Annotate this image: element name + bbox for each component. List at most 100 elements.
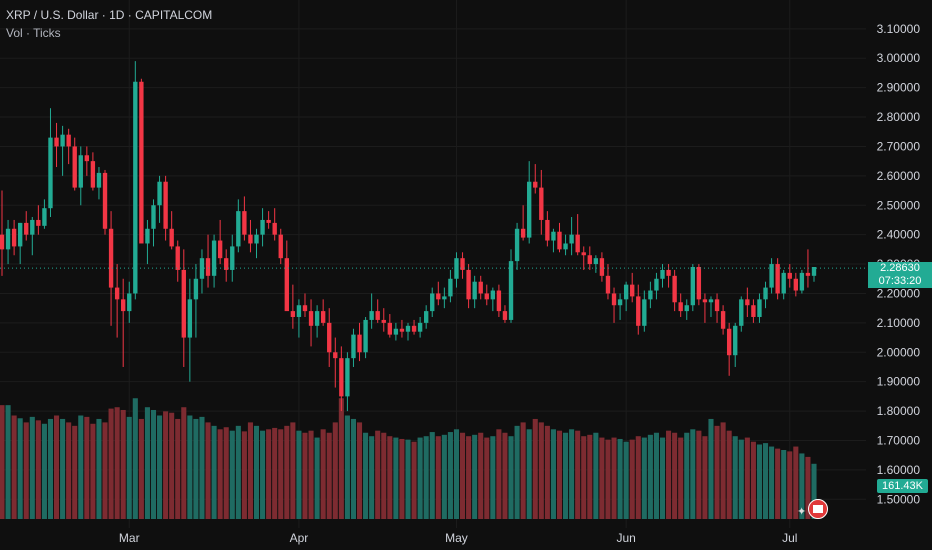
volume-bar — [538, 422, 544, 519]
volume-bar — [641, 437, 647, 519]
volume-bar — [338, 398, 344, 519]
symbol-title[interactable]: XRP / U.S. Dollar · 1D · CAPITALCOM — [6, 8, 213, 22]
y-axis-tick-label: 1.70000 — [877, 433, 921, 447]
y-axis-tick-label: 1.80000 — [877, 404, 921, 418]
candle-body — [224, 258, 229, 270]
candle-body — [175, 246, 180, 270]
volume-bar — [5, 405, 11, 519]
volume-bar — [199, 416, 205, 519]
volume-bar — [278, 429, 284, 519]
volume-bar — [114, 407, 120, 519]
candle-body — [72, 146, 77, 188]
volume-bar — [17, 418, 23, 519]
volume-bar — [659, 437, 666, 519]
volume-bar — [405, 439, 411, 519]
volume-indicator-label[interactable]: Vol · Ticks — [6, 26, 61, 40]
volume-bar — [411, 441, 417, 519]
volume-bar — [157, 415, 163, 519]
candle-body — [66, 134, 71, 147]
volume-bar — [744, 437, 750, 519]
y-axis-tick-label: 2.80000 — [877, 110, 921, 124]
volume-bar — [490, 436, 496, 519]
volume-bar — [647, 434, 653, 519]
volume-bar — [550, 429, 556, 519]
volume-bar — [187, 415, 193, 519]
volume-bar — [514, 425, 520, 519]
candle-body — [284, 258, 289, 312]
volume-bar — [556, 430, 563, 519]
candle-body — [0, 234, 5, 250]
candle-body — [648, 290, 653, 300]
candle-body — [757, 299, 762, 317]
candle-body — [387, 322, 393, 335]
candle-body — [417, 322, 423, 332]
candle-body — [448, 278, 453, 297]
volume-bar — [84, 416, 90, 519]
x-axis-tick-label: Jun — [616, 531, 635, 545]
candle-body — [593, 258, 599, 265]
volume-bar — [0, 405, 5, 519]
volume-bar — [120, 409, 126, 519]
candle-body — [672, 275, 677, 303]
candle-body — [254, 234, 259, 244]
candle-body — [236, 211, 241, 247]
y-axis-tick-label: 3.00000 — [877, 51, 921, 65]
us-flag-icon[interactable] — [808, 499, 828, 519]
volume-bar — [732, 436, 738, 519]
candle-body — [472, 281, 477, 300]
candle-body — [642, 299, 647, 326]
volume-bar — [526, 429, 532, 519]
volume-bar — [144, 407, 150, 519]
volume-bar — [356, 422, 363, 519]
candle-body — [502, 311, 508, 320]
candle-body — [539, 187, 544, 220]
volume-bar — [581, 436, 587, 519]
candle-body — [30, 219, 35, 235]
volume-bar — [90, 423, 96, 519]
volume-bar — [126, 416, 132, 519]
candle-body — [678, 302, 683, 312]
y-axis-tick-label: 3.10000 — [877, 22, 921, 36]
volume-bar — [41, 423, 47, 519]
volume-bar — [781, 450, 787, 519]
candle-body — [278, 234, 283, 259]
volume-bar — [102, 422, 108, 519]
candle-body — [217, 240, 223, 259]
candle-body — [563, 243, 568, 250]
volume-bar — [775, 448, 781, 519]
volume-bar — [314, 437, 320, 519]
volume-bar — [284, 425, 290, 519]
last-price-label: 2.28630 07:33:20 — [868, 262, 932, 288]
volume-bar — [611, 437, 617, 519]
volume-bar — [344, 415, 350, 519]
volume-bar — [502, 432, 508, 519]
volume-bar — [302, 432, 308, 519]
candle-body — [163, 181, 168, 229]
candle-body — [751, 305, 756, 317]
candle-body — [654, 278, 659, 291]
candle-body — [605, 275, 611, 294]
volume-bar — [714, 425, 720, 519]
candle-body — [357, 334, 362, 353]
volume-bar — [544, 425, 550, 519]
y-axis-tick-label: 2.60000 — [877, 169, 921, 183]
candle-body — [139, 81, 144, 244]
sparkle-icon[interactable]: ✦ — [797, 506, 807, 518]
candle-body — [696, 267, 702, 300]
volume-bar — [223, 427, 229, 519]
candle-body — [351, 334, 356, 359]
volume-bar — [762, 443, 769, 519]
volume-bar — [508, 436, 514, 519]
candle-body — [514, 228, 520, 262]
volume-bar — [629, 439, 635, 519]
last-price-value: 2.28630 — [880, 262, 920, 274]
candle-body — [557, 231, 562, 250]
y-axis-tick-label: 2.10000 — [877, 316, 921, 330]
candle-body — [660, 269, 665, 279]
volume-bar — [799, 453, 805, 519]
candle-body — [484, 293, 489, 300]
volume-bar — [466, 436, 472, 519]
volume-bar — [320, 429, 326, 519]
volume-bar — [399, 438, 405, 519]
